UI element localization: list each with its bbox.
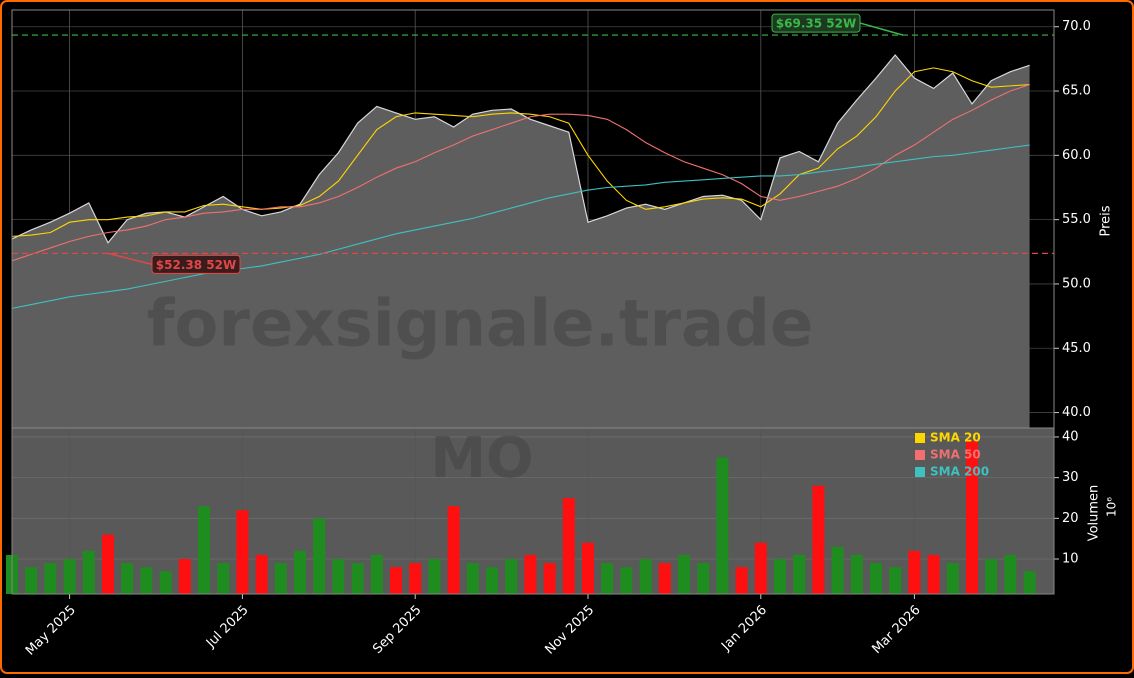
volume-bar <box>870 563 882 594</box>
y2-tick-label: 30 <box>1062 470 1079 485</box>
annotation-box <box>151 254 241 274</box>
y-axis-label: Preis <box>1099 205 1114 236</box>
watermark: forexsignale.trade <box>147 288 814 362</box>
volume-bar <box>1004 554 1017 594</box>
legend-swatch <box>915 467 925 477</box>
legend-label: SMA 200 <box>930 465 989 479</box>
y2-tick-label: 40 <box>1062 429 1079 444</box>
annotation-arrow <box>107 252 153 266</box>
volume-bar <box>447 506 460 594</box>
plot-border <box>11 9 1055 595</box>
volume-bar <box>140 567 153 594</box>
volume-bar <box>102 534 114 594</box>
volume-bar <box>217 563 230 594</box>
volume-bar <box>524 554 537 594</box>
volume-bar <box>620 567 633 594</box>
legend-swatch <box>915 450 925 460</box>
y-tick-label: 45.0 <box>1062 341 1091 356</box>
volume-bar <box>754 542 767 594</box>
sma-line <box>11 84 1030 262</box>
volume-bar <box>121 563 134 594</box>
volume-bar <box>562 497 575 594</box>
price-area <box>12 55 1030 429</box>
volume-bar <box>159 571 172 594</box>
y-tick-label: 50.0 <box>1062 276 1091 291</box>
volume-bar <box>370 554 383 594</box>
volume-bar <box>63 559 76 594</box>
volume-bar <box>274 563 287 594</box>
volume-bar <box>255 554 268 594</box>
volume-bar <box>850 554 863 594</box>
volume-bar <box>812 485 825 594</box>
sma-line <box>11 144 1030 309</box>
volume-bar <box>25 567 38 594</box>
volume-bar <box>428 559 441 594</box>
annotation-arrow <box>859 22 904 36</box>
volume-bar <box>678 554 690 594</box>
volume-bar <box>236 510 249 594</box>
price-line <box>11 54 1030 244</box>
volume-bar <box>466 563 479 594</box>
volume-bar <box>1023 571 1036 594</box>
volume-bar <box>697 563 710 594</box>
volume-bar <box>774 559 786 594</box>
y-tick-label: 60.0 <box>1062 148 1091 163</box>
volume-bar <box>601 563 614 594</box>
y-tick-label: 70.0 <box>1062 19 1091 34</box>
volume-bar <box>582 542 594 594</box>
volume-bar <box>908 550 921 594</box>
legend-label: SMA 20 <box>930 431 981 445</box>
y2-axis-label: Volumen <box>1087 485 1102 542</box>
volume-bar <box>927 554 940 594</box>
volume-bar <box>332 559 345 594</box>
volume-bar <box>658 563 671 594</box>
volume-bar <box>889 567 902 594</box>
annotation-label: $52.38 52W <box>156 258 236 272</box>
legend-label: SMA 50 <box>930 448 981 462</box>
volume-bar <box>985 559 998 594</box>
symbol-watermark: MO <box>430 426 533 491</box>
y2-tick-label: 20 <box>1062 511 1079 526</box>
volume-bar <box>294 550 306 594</box>
legend-swatch <box>915 433 925 443</box>
volume-bar <box>946 563 959 594</box>
volume-bar <box>735 567 748 594</box>
y2-scale-label: 10⁶ <box>1105 497 1119 517</box>
volume-bar <box>82 550 95 594</box>
volume-bar <box>716 457 729 594</box>
volume-bar <box>198 506 210 594</box>
y2-tick-label: 10 <box>1062 552 1079 567</box>
volume-bar <box>178 559 191 594</box>
volume-bar <box>639 559 652 594</box>
y-tick-label: 40.0 <box>1062 405 1091 420</box>
volume-bar <box>409 563 422 594</box>
volume-bar <box>543 563 556 594</box>
volume-bar <box>351 563 364 594</box>
volume-bar <box>505 559 518 594</box>
y-tick-label: 55.0 <box>1062 212 1091 227</box>
volume-bar <box>313 518 326 594</box>
annotation-label: $69.35 52W <box>776 17 856 31</box>
y-tick-label: 65.0 <box>1062 84 1091 99</box>
volume-bar <box>831 546 844 594</box>
annotation-box <box>771 13 861 33</box>
volume-bar <box>793 554 806 594</box>
volume-bar <box>966 441 978 594</box>
volume-bar <box>390 567 402 594</box>
sma-line <box>11 67 1030 237</box>
volume-bar <box>486 567 498 594</box>
volume-bar <box>44 563 57 594</box>
